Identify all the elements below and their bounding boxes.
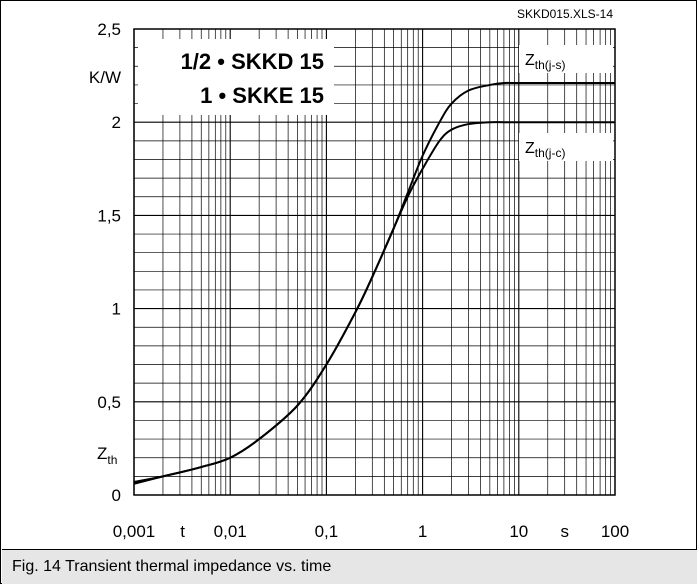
- chart-code: SKKD015.XLS-14: [517, 7, 613, 21]
- x-tick-label: 0,001: [113, 522, 156, 541]
- y-tick-label: 0: [112, 486, 121, 505]
- code-box: [501, 3, 615, 21]
- x-unit-label: t: [180, 522, 185, 541]
- chart: 1/2 • SKKD 15 1 • SKKE 15 SKKD015.XLS-14…: [89, 3, 629, 541]
- figure-caption: Fig. 14 Transient thermal impedance vs. …: [12, 558, 332, 575]
- plot-frame: [133, 28, 616, 496]
- y-tick-label: 2: [112, 113, 121, 132]
- x-tick-label: 1: [418, 522, 427, 541]
- x-unit: s: [560, 522, 569, 541]
- y-tick-labels: 0 0,5 1 1,5 2 2,5: [97, 20, 121, 505]
- y-tick-label: 0,5: [97, 393, 121, 412]
- curve-label-main: Z: [525, 52, 535, 69]
- x-tick-label: 0,1: [315, 522, 339, 541]
- curve-label-1: Zth(j-c): [525, 140, 565, 160]
- device-label-2: 1 • SKKE 15: [200, 83, 324, 108]
- y-unit-label: K/W: [89, 68, 121, 87]
- curve-labels: Zth(j-s)Zth(j-c): [519, 45, 613, 161]
- y-tick-label: 1: [112, 300, 121, 319]
- y-axis-label-main: Z: [97, 444, 107, 463]
- y-axis-label-sub: th: [107, 453, 117, 467]
- x-tick-labels: 0,001 0,01 0,1 1 10 100: [113, 522, 629, 541]
- curve-label-main: Z: [525, 140, 535, 157]
- x-tick-label: 0,01: [214, 522, 247, 541]
- x-tick-label: 100: [601, 522, 629, 541]
- curve-label-sub: th(j-s): [535, 58, 566, 72]
- curve-label-sub: th(j-c): [535, 146, 566, 160]
- series-line-1: [133, 121, 615, 483]
- y-axis-label: Zth: [97, 444, 117, 467]
- curves: [133, 81, 615, 485]
- device-label-box: [138, 39, 334, 115]
- curve-label-0: Zth(j-s): [525, 52, 565, 72]
- caption-bar: Fig. 14 Transient thermal impedance vs. …: [2, 549, 697, 584]
- device-label-1: 1/2 • SKKD 15: [181, 49, 324, 74]
- y-tick-label: 2,5: [97, 20, 121, 39]
- x-tick-label: 10: [509, 522, 528, 541]
- y-tick-label: 1,5: [97, 206, 121, 225]
- curve-label-box: [519, 45, 613, 73]
- curve-label-box: [519, 133, 613, 161]
